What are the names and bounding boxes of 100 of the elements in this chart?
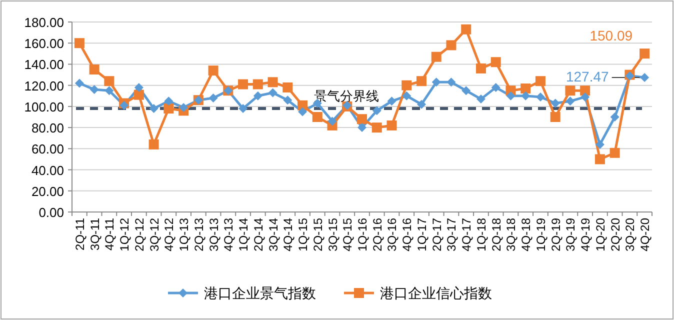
- legend-label: 港口企业景气指数: [204, 285, 316, 301]
- x-tick-label: 1Q-20: [593, 218, 608, 252]
- x-tick-label: 4Q-18: [519, 218, 534, 252]
- point: [74, 78, 84, 88]
- x-tick-label: 1Q-17: [414, 218, 429, 252]
- x-tick-label: 1Q-12: [118, 218, 132, 252]
- point: [520, 84, 531, 94]
- point: [268, 77, 278, 88]
- point: [476, 94, 486, 104]
- point: [431, 52, 442, 62]
- x-tick-label: 4Q-12: [162, 218, 176, 252]
- y-tick-label: 60.00: [31, 142, 64, 157]
- x-tick-label: 3Q-15: [326, 218, 340, 252]
- point: [104, 76, 114, 86]
- x-tick-label: 4Q-17: [460, 218, 474, 252]
- x-tick-label: 3Q-17: [444, 218, 459, 252]
- x-tick-label: 1Q-13: [177, 218, 192, 252]
- legend-label: 港口企业信心指数: [380, 285, 492, 301]
- point: [550, 112, 560, 122]
- x-tick-label: 2Q-16: [370, 218, 384, 252]
- point: [372, 122, 382, 133]
- point: [89, 64, 100, 74]
- point: [580, 86, 590, 96]
- x-tick-label: 2Q-18: [489, 218, 504, 252]
- x-tick-label: 4Q-16: [400, 218, 414, 252]
- point: [74, 38, 84, 48]
- point: [149, 104, 158, 114]
- point: [566, 96, 575, 106]
- y-tick-label: 140.00: [24, 57, 64, 72]
- point: [506, 91, 516, 100]
- y-tick-label: 80.00: [31, 120, 64, 136]
- x-tick-label: 2Q-17: [430, 218, 444, 252]
- point: [446, 40, 456, 50]
- point: [253, 91, 262, 100]
- point: [640, 72, 650, 82]
- point: [446, 78, 456, 87]
- point: [134, 90, 144, 100]
- point: [120, 100, 129, 110]
- point: [164, 96, 174, 106]
- point: [357, 114, 367, 124]
- y-tick-label: 120.00: [24, 78, 64, 94]
- point: [565, 86, 576, 96]
- point: [268, 88, 278, 98]
- y-tick-label: 20.00: [31, 184, 64, 199]
- x-tick-label: 4Q-15: [340, 218, 355, 252]
- y-tick-label: 100.00: [24, 99, 64, 114]
- x-tick-label: 4Q-20: [638, 218, 652, 252]
- x-tick-label: 2Q-11: [72, 218, 87, 250]
- point: [148, 139, 159, 150]
- point: [521, 91, 530, 100]
- x-tick-label: 4Q-13: [222, 218, 236, 252]
- point: [432, 78, 441, 87]
- x-tick-label: 3Q-13: [206, 218, 221, 252]
- x-tick-label: 3Q-12: [147, 218, 162, 252]
- point: [90, 85, 99, 94]
- x-tick-label: 1Q-19: [534, 218, 548, 252]
- point: [490, 57, 501, 68]
- x-tick-label: 2Q-14: [251, 218, 266, 252]
- point: [312, 112, 322, 122]
- x-tick-label: 2Q-20: [608, 218, 622, 252]
- point: [610, 148, 620, 158]
- x-tick-label: 2Q-12: [132, 218, 146, 252]
- point: [595, 140, 604, 149]
- y-tick-label: 0.00: [38, 205, 64, 220]
- point: [476, 63, 486, 74]
- x-tick-label: 3Q-18: [504, 218, 518, 252]
- data-label: 150.09: [590, 28, 633, 44]
- x-tick-label: 3Q-19: [564, 218, 578, 252]
- point: [238, 79, 248, 90]
- point: [283, 96, 292, 105]
- x-tick-label: 4Q-19: [578, 218, 593, 252]
- x-tick-label: 2Q-13: [192, 218, 206, 252]
- point: [610, 112, 620, 122]
- point: [208, 66, 218, 76]
- x-tick-label: 2Q-15: [310, 218, 325, 252]
- x-tick-label: 3Q-20: [623, 218, 638, 252]
- point: [298, 107, 308, 116]
- x-tick-label: 1Q-16: [356, 218, 370, 252]
- point: [386, 120, 397, 130]
- x-tick-label: 1Q-15: [296, 218, 310, 252]
- point: [104, 86, 114, 96]
- point: [461, 24, 472, 34]
- data-label: 127.47: [566, 68, 610, 84]
- point: [282, 82, 293, 92]
- y-tick-label: 40.00: [31, 162, 64, 178]
- x-tick-label: 3Q-16: [385, 218, 400, 252]
- x-tick-label: 1Q-14: [236, 218, 251, 252]
- x-tick-label: 4Q-11: [102, 218, 117, 250]
- x-tick-label: 2Q-19: [548, 218, 563, 252]
- x-tick-label: 4Q-14: [281, 218, 296, 252]
- point: [594, 154, 605, 164]
- point: [387, 96, 396, 106]
- point: [416, 76, 426, 86]
- point: [372, 106, 382, 116]
- y-tick-label: 160.00: [24, 36, 64, 52]
- y-tick-label: 180.00: [24, 15, 64, 30]
- point: [252, 79, 263, 90]
- point: [208, 94, 218, 102]
- point: [328, 116, 337, 126]
- point: [462, 86, 471, 96]
